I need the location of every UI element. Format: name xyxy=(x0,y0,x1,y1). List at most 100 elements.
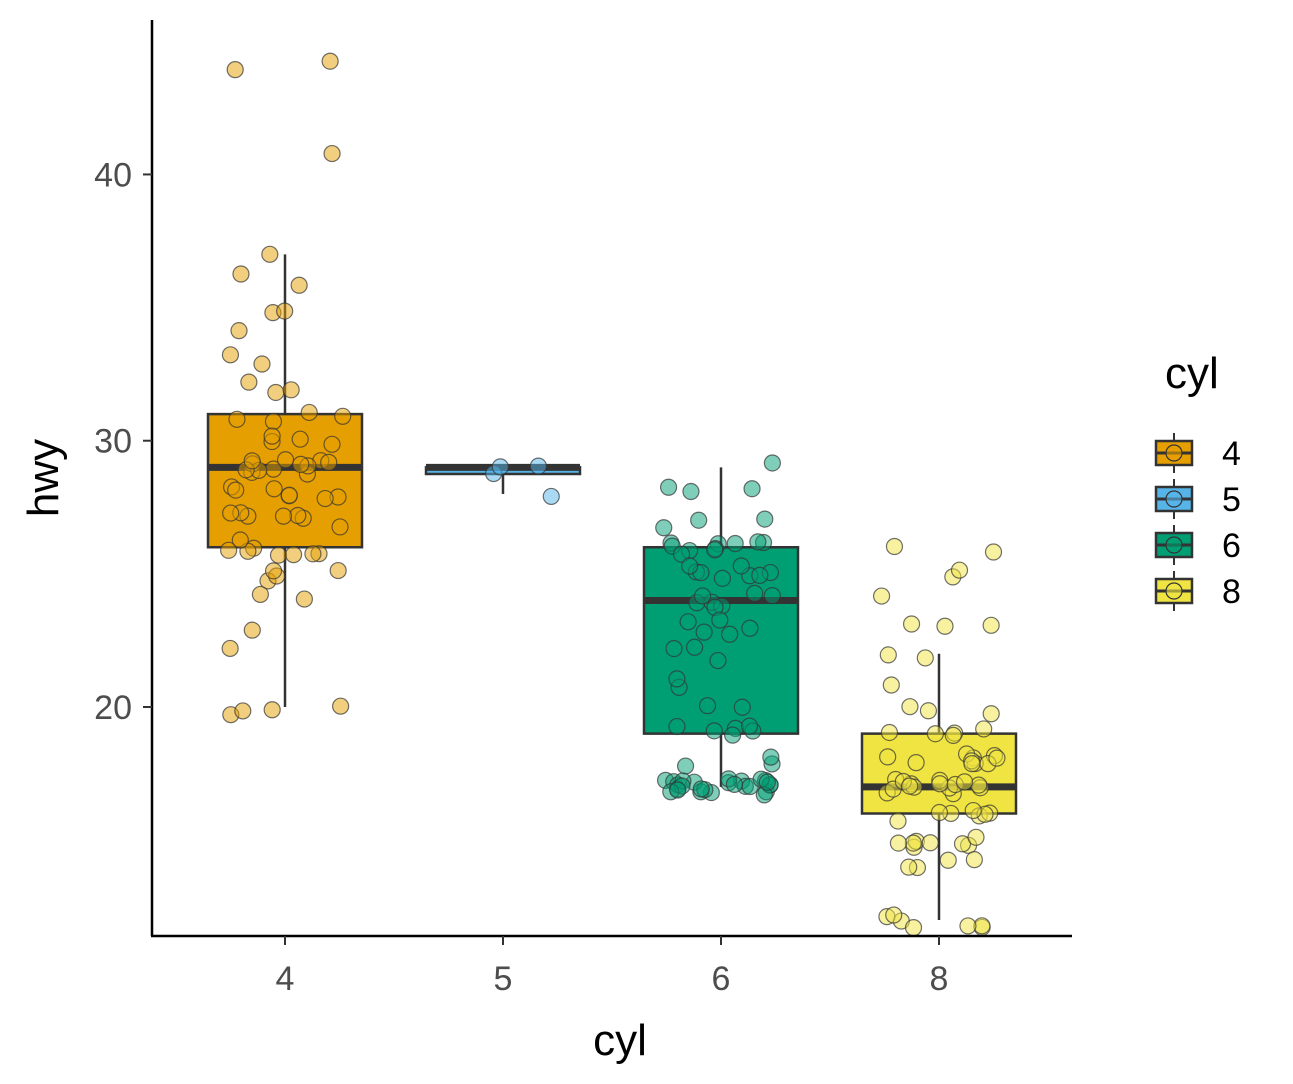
point xyxy=(267,383,285,402)
point xyxy=(763,586,781,605)
point xyxy=(907,754,925,772)
point xyxy=(984,543,1003,561)
point xyxy=(963,755,981,773)
point xyxy=(959,917,977,935)
point xyxy=(226,61,244,79)
point xyxy=(304,545,322,563)
point xyxy=(220,541,238,559)
point xyxy=(659,478,678,496)
legend-key-4 xyxy=(1154,433,1194,473)
point xyxy=(542,487,560,506)
point xyxy=(879,748,897,766)
point xyxy=(944,726,962,744)
ticks: 4 5 6 8 20 30 40 xyxy=(94,156,948,998)
x-tick-label-8: 8 xyxy=(930,960,949,998)
point xyxy=(967,828,985,846)
point xyxy=(669,781,687,799)
point xyxy=(243,621,261,639)
point xyxy=(261,245,279,263)
point xyxy=(692,780,710,798)
point xyxy=(705,722,723,740)
point xyxy=(300,403,318,422)
point xyxy=(885,537,904,556)
legend: cyl 4 5 6 8 xyxy=(1154,349,1241,611)
point xyxy=(234,702,252,720)
point xyxy=(269,546,288,564)
point xyxy=(900,858,918,876)
point xyxy=(289,506,307,525)
point xyxy=(334,407,352,425)
point xyxy=(902,615,921,633)
point xyxy=(321,52,339,70)
point xyxy=(751,566,769,584)
point xyxy=(698,697,717,715)
points-5 xyxy=(485,457,560,506)
point xyxy=(240,373,258,391)
point xyxy=(221,639,239,658)
point xyxy=(679,613,697,631)
point xyxy=(264,562,283,580)
point xyxy=(263,427,281,445)
axes xyxy=(150,20,1072,938)
point xyxy=(280,486,298,504)
point xyxy=(733,698,751,716)
point xyxy=(681,557,699,575)
point xyxy=(290,276,308,294)
point xyxy=(323,435,341,453)
point xyxy=(724,726,742,744)
legend-label-6: 6 xyxy=(1222,527,1241,565)
point xyxy=(721,625,739,643)
point xyxy=(955,773,974,791)
y-tick-label-20: 20 xyxy=(94,689,132,727)
point xyxy=(889,812,907,830)
legend-label-8: 8 xyxy=(1222,573,1241,611)
point xyxy=(931,775,949,793)
point xyxy=(901,698,919,716)
point xyxy=(740,717,759,735)
point xyxy=(232,265,250,283)
point xyxy=(320,453,338,471)
point xyxy=(879,646,897,664)
legend-key-8 xyxy=(1154,571,1194,611)
point xyxy=(706,541,724,559)
point xyxy=(655,519,673,537)
point xyxy=(291,430,309,448)
y-axis-title: hwy xyxy=(19,439,68,517)
point xyxy=(926,725,944,743)
point xyxy=(690,511,708,529)
point xyxy=(292,455,310,473)
point xyxy=(965,851,983,869)
point xyxy=(709,651,727,670)
points-6 xyxy=(655,454,781,804)
point xyxy=(323,144,341,163)
point xyxy=(221,346,240,364)
point xyxy=(295,590,313,608)
legend-label-5: 5 xyxy=(1222,481,1241,519)
legend-key-5 xyxy=(1154,479,1194,519)
point xyxy=(756,510,774,528)
point xyxy=(930,803,949,822)
point xyxy=(970,776,988,794)
x-axis-title: cyl xyxy=(593,1016,647,1065)
x-tick-label-4: 4 xyxy=(276,960,295,998)
point xyxy=(251,585,269,604)
point xyxy=(882,676,900,694)
point xyxy=(228,410,246,428)
point xyxy=(282,381,300,399)
point xyxy=(939,851,957,869)
point xyxy=(950,561,969,579)
point xyxy=(264,412,283,431)
point xyxy=(222,504,240,522)
point xyxy=(668,717,686,736)
point xyxy=(982,616,1000,634)
point xyxy=(693,587,712,605)
point xyxy=(243,452,261,470)
point xyxy=(919,702,938,720)
point xyxy=(227,481,245,499)
point xyxy=(732,557,750,575)
point xyxy=(975,720,993,738)
point xyxy=(263,701,281,719)
point xyxy=(316,489,334,508)
point xyxy=(695,623,713,641)
x-tick-label-6: 6 xyxy=(712,960,731,998)
